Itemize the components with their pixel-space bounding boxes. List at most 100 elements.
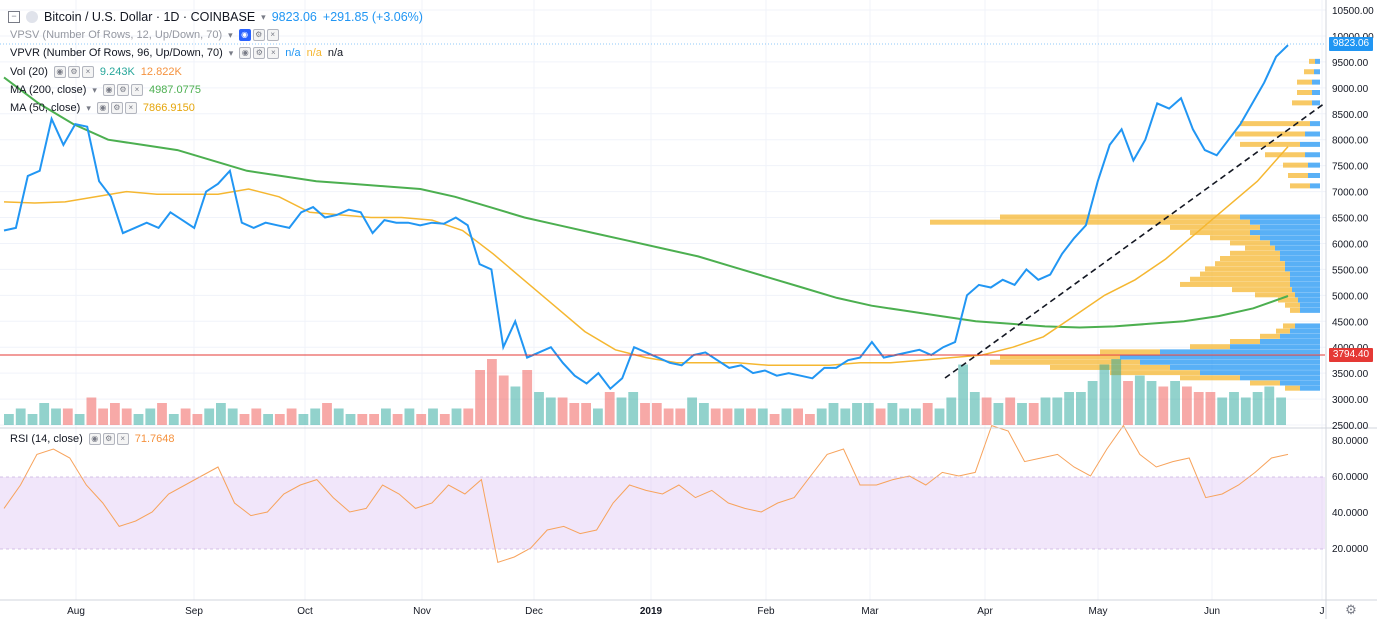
indicator-ma200[interactable]: MA (200, close) ▾ ◉ ⚙ × 4987.0775	[10, 82, 201, 98]
indicator-controls[interactable]: ◉ ⚙ ×	[102, 84, 143, 96]
settings-icon[interactable]: ⚙	[252, 29, 265, 41]
time-tick-label: Jun	[1204, 606, 1220, 617]
settings-icon[interactable]: ⚙	[253, 47, 266, 59]
profile-row-up	[1280, 333, 1320, 339]
settings-icon[interactable]: ⚙	[102, 433, 115, 445]
indicator-vpsv[interactable]: VPSV (Number Of Rows, 12, Up/Down, 70) ▾…	[10, 27, 279, 43]
volume-bar	[204, 408, 215, 425]
indicator-label: RSI (14, close)	[10, 433, 83, 445]
profile-row-down	[1190, 230, 1250, 236]
time-axis[interactable]: Aug Sep Oct Nov Dec 2019 Feb Mar Apr May Jun J	[67, 606, 1324, 617]
time-tick-label: J	[1320, 606, 1325, 617]
time-tick-label: May	[1089, 606, 1108, 617]
profile-row-down	[1235, 131, 1305, 137]
eye-icon[interactable]: ◉	[88, 433, 101, 445]
time-tick-label: Dec	[525, 606, 543, 617]
profile-row-down	[1260, 333, 1280, 339]
indicator-label: VPVR (Number Of Rows, 96, Up/Down, 70)	[10, 47, 223, 59]
profile-row-down	[1220, 256, 1280, 261]
indicator-controls[interactable]: ◉ ⚙ ×	[53, 66, 94, 78]
volume-bar	[227, 408, 238, 425]
volume-bar	[1182, 386, 1192, 425]
price-tick-label: 2500.00	[1332, 421, 1369, 432]
profile-row-down	[1190, 344, 1230, 350]
ma50-line	[3, 146, 1289, 367]
volume-bar	[451, 408, 462, 425]
close-icon[interactable]: ×	[267, 47, 280, 59]
settings-icon[interactable]: ⚙	[110, 102, 123, 114]
eye-icon[interactable]: ◉	[53, 66, 66, 78]
price-axis[interactable]: 10500.0010000.009500.009000.008500.00800…	[1332, 6, 1374, 432]
horizontal-line-tag: 3794.40	[1329, 348, 1373, 362]
profile-row-down	[1210, 235, 1260, 241]
volume-bar	[699, 403, 709, 425]
volume-bar	[274, 414, 285, 425]
volume-bar	[1134, 375, 1145, 425]
rsi-axis[interactable]: 80.0000 60.0000 40.0000 20.0000	[1332, 436, 1369, 555]
profile-row-up	[1230, 344, 1320, 350]
chevron-down-icon[interactable]: ▾	[92, 84, 97, 95]
volume-bar	[1146, 381, 1157, 425]
profile-row-down	[1288, 173, 1308, 178]
indicator-vol[interactable]: Vol (20) ◉ ⚙ × 9.243K 12.822K	[10, 64, 182, 80]
eye-icon[interactable]: ◉	[238, 29, 251, 41]
volume-bars	[4, 359, 1286, 425]
rsi-value: 71.7648	[134, 433, 175, 445]
close-icon[interactable]: ×	[266, 29, 279, 41]
indicator-ma50[interactable]: MA (50, close) ▾ ◉ ⚙ × 7866.9150	[10, 100, 195, 116]
indicator-vpvr[interactable]: VPVR (Number Of Rows, 96, Up/Down, 70) ▾…	[10, 45, 343, 61]
settings-icon[interactable]: ⚙	[67, 66, 80, 78]
chevron-down-icon[interactable]: ▾	[228, 29, 233, 40]
profile-row-down	[930, 219, 1250, 225]
indicator-rsi[interactable]: RSI (14, close) ◉ ⚙ × 71.7648	[10, 431, 175, 447]
volume-bar	[510, 386, 521, 425]
profile-row-up	[1290, 328, 1320, 334]
volume-bar	[168, 414, 179, 425]
price-line[interactable]	[3, 44, 1289, 391]
close-icon[interactable]: ×	[124, 102, 137, 114]
profile-row-up	[1312, 79, 1320, 85]
profile-row-up	[1240, 375, 1320, 381]
volume-bar	[534, 392, 544, 425]
trend-line[interactable]	[944, 102, 1326, 379]
volume-bar	[345, 414, 356, 425]
gear-icon[interactable]: ⚙	[1345, 602, 1357, 617]
volume-bar	[216, 403, 226, 425]
volume-profile	[930, 58, 1320, 391]
volume-bar	[569, 403, 580, 425]
close-icon[interactable]: ×	[81, 66, 94, 78]
volume-bar	[416, 414, 427, 425]
eye-icon[interactable]: ◉	[239, 47, 252, 59]
eye-icon[interactable]: ◉	[96, 102, 109, 114]
time-tick-label: Oct	[297, 606, 313, 617]
volume-bar	[145, 408, 156, 425]
volume-bar	[39, 403, 50, 425]
profile-row-down	[1230, 240, 1270, 246]
eye-icon[interactable]: ◉	[102, 84, 115, 96]
volume-bar	[863, 403, 874, 425]
profile-row-up	[1290, 281, 1320, 287]
profile-row-down	[1215, 261, 1285, 267]
profile-row-down	[1232, 287, 1292, 293]
volume-bar	[86, 397, 97, 425]
close-icon[interactable]: ×	[116, 433, 129, 445]
chevron-down-icon[interactable]: ▾	[86, 102, 91, 113]
settings-icon[interactable]: ⚙	[116, 84, 129, 96]
volume-bar	[428, 408, 438, 425]
indicator-controls[interactable]: ◉ ⚙ ×	[96, 102, 137, 114]
profile-row-down	[1200, 271, 1290, 277]
volume-bar	[121, 408, 132, 425]
price-tick-label: 7000.00	[1332, 188, 1369, 199]
time-tick-label: Apr	[977, 606, 993, 617]
close-icon[interactable]: ×	[130, 84, 143, 96]
indicator-controls[interactable]: ◉ ⚙ ×	[88, 433, 129, 445]
volume-bar	[934, 408, 945, 425]
indicator-controls[interactable]: ◉ ⚙ ×	[239, 47, 280, 59]
profile-row-up	[1300, 141, 1320, 147]
indicator-controls[interactable]: ◉ ⚙ ×	[238, 29, 279, 41]
volume-bar	[62, 408, 73, 425]
chevron-down-icon[interactable]: ▾	[228, 47, 234, 58]
profile-row-down	[1000, 214, 1240, 220]
volume-bar	[522, 370, 533, 425]
